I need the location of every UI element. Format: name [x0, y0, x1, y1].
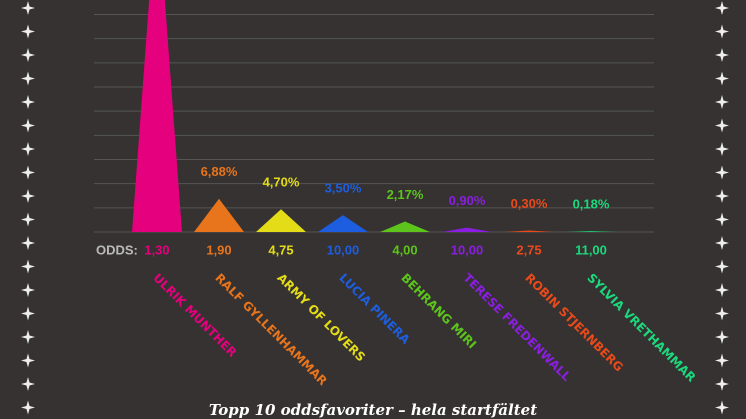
border-star	[715, 353, 729, 368]
border-star	[21, 353, 35, 368]
odds-label: ODDS:	[96, 242, 138, 257]
value-label: 0,90%	[449, 193, 486, 208]
border-star	[715, 95, 729, 109]
x-tick-label: RALF GYLLENHAMMAR	[212, 271, 329, 388]
peak	[256, 209, 306, 232]
border-star	[21, 142, 35, 156]
peak	[194, 198, 244, 232]
border-star	[21, 212, 35, 227]
border-star	[715, 400, 729, 415]
odds-value: 4,75	[268, 242, 293, 257]
border-star	[21, 283, 35, 297]
value-label: 6,88%	[201, 164, 238, 179]
border-star	[715, 212, 729, 227]
border-star	[715, 142, 729, 156]
border-star	[715, 330, 729, 344]
caption: Topp 10 oddsfavoriter – hela startfältet	[209, 401, 537, 419]
border-star	[715, 259, 729, 274]
border-star	[715, 118, 729, 133]
border-star	[715, 1, 729, 15]
border-star	[21, 330, 35, 344]
odds-value: 10,00	[327, 242, 360, 257]
x-tick-label: SYLVIA VRETHAMMAR	[584, 271, 698, 385]
border-star	[21, 1, 35, 15]
peak	[566, 231, 616, 232]
border-star	[715, 283, 729, 297]
border-star	[21, 306, 35, 321]
odds-value: 1,30	[144, 242, 169, 257]
value-label: 3,50%	[325, 181, 362, 196]
border-star	[715, 377, 729, 391]
border-star	[715, 165, 729, 180]
border-star	[715, 236, 729, 250]
x-tick-label: TERESE FREDENWALL	[460, 271, 573, 384]
value-label: 0,18%	[573, 197, 610, 212]
border-star	[21, 259, 35, 274]
peak	[318, 215, 368, 232]
border-star	[21, 377, 35, 391]
border-star	[715, 71, 729, 86]
border-star	[715, 24, 729, 39]
border-star	[21, 400, 35, 415]
odds-value: 1,90	[206, 242, 231, 257]
border-star	[21, 165, 35, 180]
value-label: 0,30%	[511, 196, 548, 211]
odds-value: 11,00	[575, 242, 607, 257]
peak	[504, 230, 554, 232]
value-label: 2,17%	[387, 187, 424, 202]
border-star	[21, 48, 35, 62]
odds-value: 4,00	[392, 242, 417, 257]
border-star	[21, 189, 35, 203]
border-star	[715, 48, 729, 62]
value-label: 4,70%	[263, 175, 300, 190]
border-star	[21, 24, 35, 39]
border-star	[715, 189, 729, 203]
border-star	[715, 306, 729, 321]
border-star	[21, 95, 35, 109]
peak	[380, 221, 430, 232]
odds-value: 10,00	[451, 242, 484, 257]
border-star	[21, 71, 35, 86]
border-star	[21, 118, 35, 133]
border-star	[21, 236, 35, 250]
peak	[132, 0, 182, 232]
peak	[442, 227, 492, 232]
odds-value: 2,75	[516, 242, 541, 257]
